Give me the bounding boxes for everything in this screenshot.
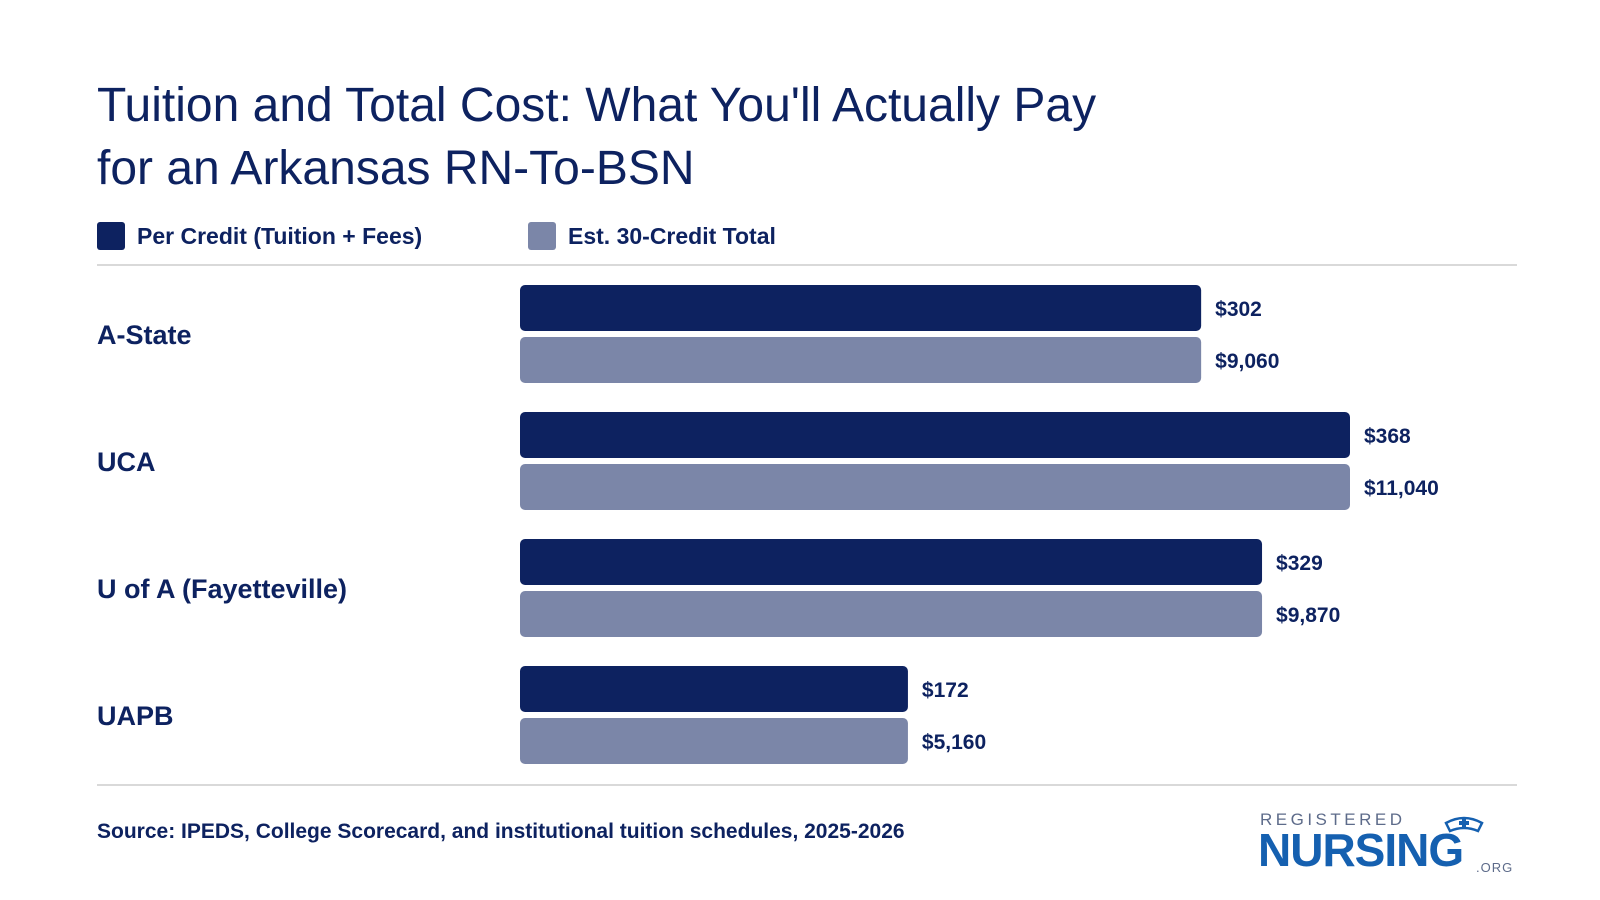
per-credit-value-label: $172 <box>922 679 969 702</box>
per-credit-value-label: $302 <box>1215 298 1262 321</box>
total-cost-bar <box>520 337 1202 383</box>
bottom-divider <box>97 784 1517 786</box>
total-cost-value-label: $9,870 <box>1276 604 1340 627</box>
chart-title-line1: Tuition and Total Cost: What You'll Actu… <box>97 79 1097 132</box>
logo-main-text: NURSING <box>1258 824 1464 876</box>
total-cost-bar <box>520 464 1350 510</box>
total-cost-value-label: $5,160 <box>922 731 986 754</box>
total-cost-value-label: $9,060 <box>1215 350 1279 373</box>
category-label: UCA <box>97 447 156 477</box>
total-cost-value-label: $11,040 <box>1364 477 1439 500</box>
logo-top-text: REGISTERED <box>1260 810 1406 829</box>
category-label: UAPB <box>97 701 174 731</box>
per-credit-value-label: $368 <box>1364 425 1411 448</box>
chart-title-line2: for an Arkansas RN-To-BSN <box>97 142 695 195</box>
legend-label-total: Est. 30-Credit Total <box>568 222 776 249</box>
legend-item-per-credit: Per Credit (Tuition + Fees) <box>97 222 422 250</box>
nurse-cap-icon <box>1444 816 1484 833</box>
source-note: Source: IPEDS, College Scorecard, and in… <box>97 820 905 843</box>
legend-swatch-per-credit <box>97 222 125 250</box>
per-credit-bar <box>520 412 1350 458</box>
top-divider <box>97 264 1517 266</box>
registered-nursing-logo: REGISTERED NURSING .ORG <box>1258 810 1518 880</box>
per-credit-value-label: $329 <box>1276 552 1323 575</box>
legend-item-total: Est. 30-Credit Total <box>528 222 776 250</box>
per-credit-bar <box>520 285 1202 331</box>
category-label: A-State <box>97 320 192 350</box>
chart-title: Tuition and Total Cost: What You'll Actu… <box>97 74 1397 200</box>
per-credit-bar <box>520 539 1263 585</box>
total-cost-bar <box>520 718 908 764</box>
logo-suffix-text: .ORG <box>1476 860 1514 875</box>
legend-label-per-credit: Per Credit (Tuition + Fees) <box>137 222 423 249</box>
legend-swatch-total <box>528 222 556 250</box>
category-label: U of A (Fayetteville) <box>97 574 347 604</box>
per-credit-bar <box>520 666 908 712</box>
total-cost-bar <box>520 591 1263 637</box>
